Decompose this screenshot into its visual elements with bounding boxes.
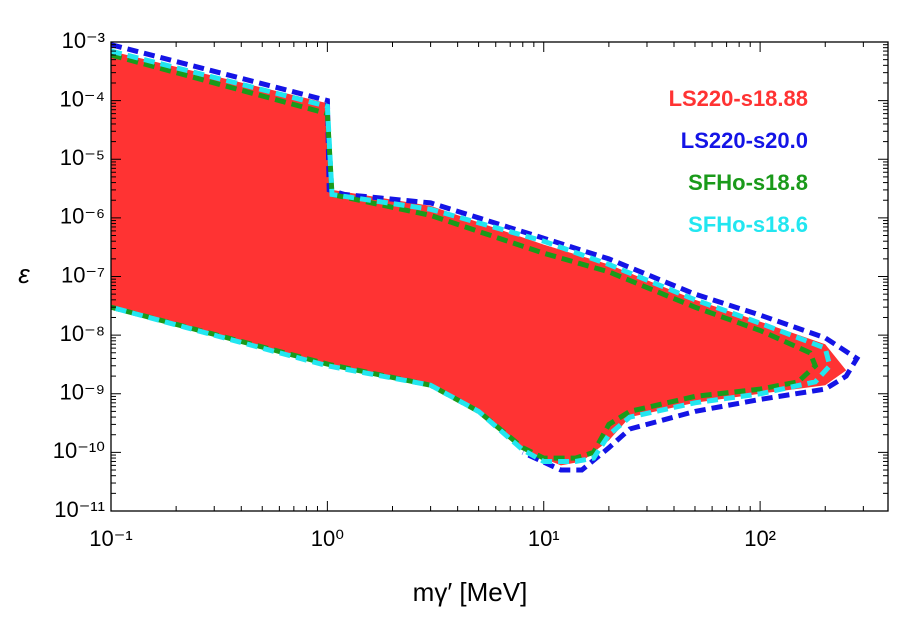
- y-axis-label: ε: [18, 259, 30, 289]
- y-tick-label: 10⁻⁵: [60, 145, 105, 170]
- legend-entry: SFHo-s18.8: [688, 170, 808, 195]
- region: [111, 51, 847, 466]
- y-tick-label: 10⁻³: [62, 28, 105, 53]
- plot-area: [111, 42, 861, 473]
- y-tick-label: 10⁻¹⁰: [53, 438, 105, 463]
- x-tick-label: 10²: [744, 526, 776, 551]
- y-tick-label: 10⁻⁸: [60, 321, 105, 346]
- legend-entry: LS220-s20.0: [681, 128, 808, 153]
- x-tick-label: 10⁰: [311, 526, 344, 551]
- contour: [111, 48, 833, 464]
- y-tick-label: 10⁻⁶: [60, 204, 105, 229]
- y-tick-label: 10⁻⁷: [61, 262, 105, 287]
- legend-entry: LS220-s18.88: [669, 86, 808, 111]
- legend-entry: SFHo-s18.6: [688, 212, 808, 237]
- x-tick-label: 10¹: [528, 526, 560, 551]
- x-tick-label: 10⁻¹: [89, 526, 132, 551]
- y-tick-label: 10⁻⁴: [59, 86, 105, 111]
- contour: [111, 52, 819, 461]
- y-tick-label: 10⁻¹¹: [54, 497, 105, 522]
- x-axis-label: mγ′ [MeV]: [413, 577, 528, 607]
- y-tick-label: 10⁻⁹: [59, 380, 105, 405]
- contour: [111, 42, 861, 473]
